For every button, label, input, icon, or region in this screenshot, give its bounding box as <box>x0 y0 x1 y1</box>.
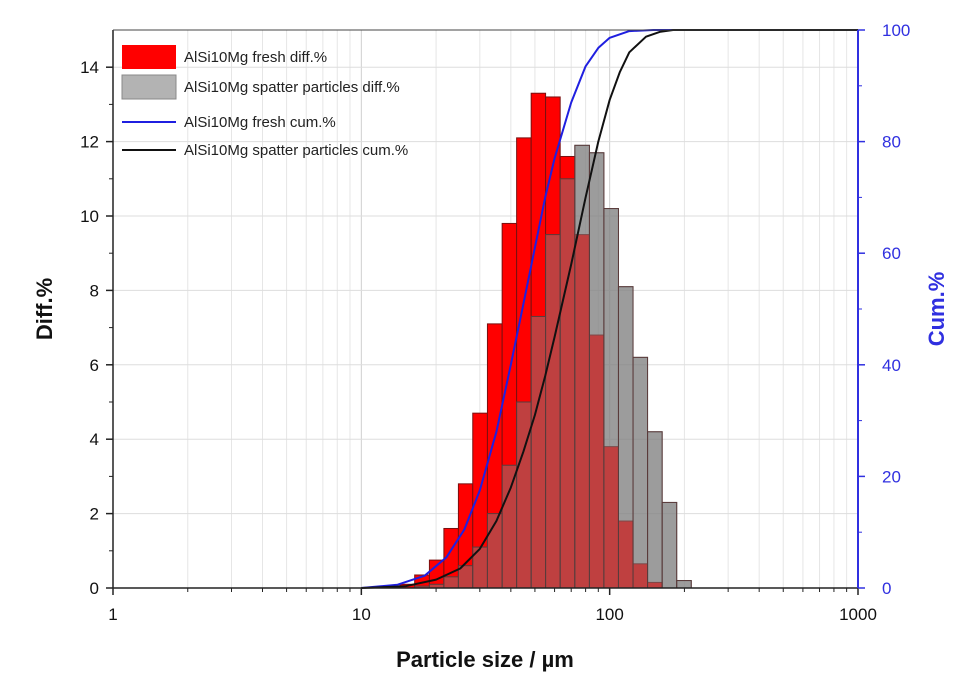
legend-swatch-spatter <box>121 74 177 100</box>
x-tick-label: 10 <box>352 605 371 624</box>
spatter-overlay-bar <box>559 178 576 589</box>
y-tick-label: 10 <box>80 207 99 226</box>
spatter-overlay-bar <box>545 234 561 589</box>
spatter-overlay-bar <box>647 431 663 589</box>
overlap-bars <box>414 144 692 589</box>
spatter-overlay-bar <box>676 580 692 589</box>
y-tick-label: 6 <box>90 356 99 375</box>
x-tick-label: 1 <box>108 605 117 624</box>
legend-label-spatter-cum: AlSi10Mg spatter particles cum.% <box>184 142 408 159</box>
spatter-overlay-bar <box>443 576 459 589</box>
y2-axis-title: Cum.% <box>924 272 949 347</box>
x-axis-title: Particle size / µm <box>396 647 574 672</box>
y-axis-title: Diff.% <box>32 278 57 340</box>
y-tick-label: 12 <box>80 133 99 152</box>
y2-tick-label: 40 <box>882 356 901 375</box>
spatter-overlay-bar <box>632 356 649 589</box>
spatter-overlay-bar <box>516 401 532 589</box>
legend-label-fresh-cum: AlSi10Mg fresh cum.% <box>184 114 336 131</box>
spatter-overlay-bar <box>661 501 678 589</box>
spatter-overlay-bar <box>588 152 605 589</box>
y-tick-label: 0 <box>90 579 99 598</box>
spatter-overlay-bar <box>617 286 634 589</box>
y2-tick-label: 20 <box>882 467 901 486</box>
ticks: 1 10 100 1000 0 2 4 6 8 10 12 14 0 20 40 60 80 100 <box>80 21 910 624</box>
legend: AlSi10Mg fresh diff.% AlSi10Mg spatter p… <box>121 45 408 159</box>
spatter-overlay-bar <box>501 464 518 589</box>
y2-tick-label: 100 <box>882 21 910 40</box>
y2-tick-label: 0 <box>882 579 891 598</box>
y2-tick-label: 80 <box>882 133 901 152</box>
legend-swatch-fresh <box>122 45 176 69</box>
x-tick-label: 1000 <box>839 605 877 624</box>
legend-label-fresh: AlSi10Mg fresh diff.% <box>184 49 327 66</box>
y-tick-label: 4 <box>90 430 99 449</box>
spatter-cum-line <box>361 29 858 589</box>
y2-tick-label: 60 <box>882 244 901 263</box>
x-tick-label: 100 <box>595 605 623 624</box>
fresh-cum-line <box>361 29 858 589</box>
spatter-overlay-bar <box>603 208 619 589</box>
y-tick-label: 14 <box>80 58 99 77</box>
y-tick-label: 8 <box>90 281 99 300</box>
spatter-overlay-bar <box>530 315 547 589</box>
legend-label-spatter: AlSi10Mg spatter particles diff.% <box>184 79 400 96</box>
cum-lines <box>361 29 858 589</box>
y-tick-label: 2 <box>90 505 99 524</box>
